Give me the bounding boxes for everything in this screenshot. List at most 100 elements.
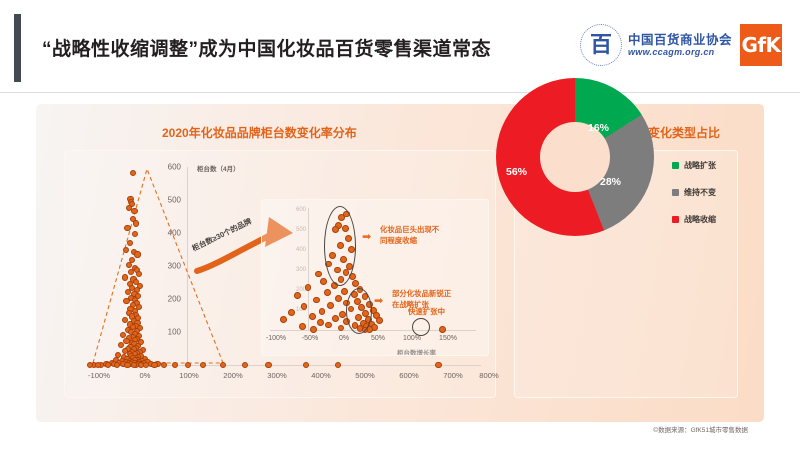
scatter-dot bbox=[265, 362, 272, 369]
y-tick-600: 600 bbox=[167, 162, 181, 172]
scatter-dot bbox=[123, 246, 130, 253]
zoom-arrow-icon bbox=[194, 217, 293, 274]
scatter-dot bbox=[331, 314, 339, 322]
donut-hole bbox=[540, 122, 610, 192]
scatter-dot bbox=[133, 220, 140, 227]
scatter-dot bbox=[335, 362, 342, 369]
inset-x-tick-50: 50% bbox=[370, 335, 386, 342]
scatter-dot bbox=[122, 316, 129, 323]
scatter-dot bbox=[337, 324, 345, 332]
scatter-dot bbox=[335, 295, 342, 302]
scatter-dot bbox=[324, 289, 332, 297]
inset-x-tick-100: 100% bbox=[403, 335, 421, 342]
scatter-dot bbox=[134, 251, 141, 258]
scatter-dot bbox=[352, 280, 360, 288]
legend-item-hold: 维持不变 bbox=[672, 187, 716, 198]
scatter-dot bbox=[171, 362, 179, 369]
ccagm-ring bbox=[579, 24, 622, 66]
legend-label-expand: 战略扩张 bbox=[684, 161, 716, 170]
scatter-dot bbox=[318, 308, 326, 315]
scatter-dot bbox=[124, 361, 131, 369]
ccagm-glyph: 百 bbox=[589, 32, 612, 58]
x-tick-100: 100% bbox=[179, 371, 199, 380]
x-tick-500: 500% bbox=[355, 371, 375, 380]
page-title: “战略性收缩调整”成为中国化妆品百货零售渠道常态 bbox=[42, 39, 492, 60]
inset-y-axis-line bbox=[308, 208, 309, 330]
scatter-dot bbox=[105, 362, 112, 369]
ccagm-logo: 百 中国百货商业协会 www.ccagm.org.cn bbox=[579, 24, 732, 66]
scatter-dot bbox=[315, 270, 323, 278]
legend-label-contract: 战略收缩 bbox=[684, 215, 716, 224]
x-tick-400: 400% bbox=[311, 371, 331, 380]
scatter-dot bbox=[219, 362, 226, 369]
legend-label-hold: 维持不变 bbox=[684, 188, 716, 197]
inset-y-tick-600: 600 bbox=[295, 207, 306, 213]
scatter-dot bbox=[126, 240, 134, 247]
scatter-dot bbox=[118, 342, 125, 349]
legend-swatch-gray bbox=[672, 189, 679, 196]
cluster-ellipse-newcomers bbox=[346, 288, 372, 334]
y-tick-500: 500 bbox=[167, 195, 181, 205]
source-note: ©数据来源：GfK51城市零售数据 bbox=[653, 427, 748, 434]
ccagm-emblem-icon: 百 bbox=[579, 24, 622, 66]
inset-x-tick--50: -50% bbox=[301, 335, 319, 342]
x-tick-600: 600% bbox=[399, 371, 419, 380]
inset-x-tick-150: 150% bbox=[439, 335, 457, 342]
scatter-dot bbox=[435, 362, 442, 369]
scatter-dot bbox=[125, 262, 132, 269]
triangle-highlight-icon bbox=[92, 167, 224, 364]
cluster-ellipse-giants bbox=[324, 206, 356, 286]
inset-y-tick-100: 100 bbox=[295, 307, 306, 313]
scatter-dot bbox=[121, 274, 128, 281]
inset-y-tick-500: 500 bbox=[295, 227, 306, 233]
legend-item-contract: 战略收缩 bbox=[672, 214, 716, 225]
inset-zoom-plot: 600 500 400 300 200 100 0 -100% -50% 0% … bbox=[261, 199, 489, 356]
scatter-dot bbox=[160, 361, 168, 369]
scatter-dot bbox=[126, 204, 133, 211]
scatter-dot bbox=[130, 169, 137, 177]
legend-swatch-green bbox=[672, 162, 679, 169]
y-axis-label: 柜台数（4月） bbox=[197, 166, 240, 173]
y-tick-400: 400 bbox=[167, 228, 181, 238]
scatter-dot bbox=[376, 317, 384, 325]
scatter-dot bbox=[132, 278, 139, 285]
cluster-ellipse-fastgrowth bbox=[412, 318, 430, 336]
scatter-dot bbox=[326, 301, 334, 309]
scatter-dot bbox=[86, 362, 94, 369]
legend-item-expand: 战略扩张 bbox=[672, 160, 716, 171]
donut-label-hold: 28% bbox=[600, 176, 622, 188]
y-tick-300: 300 bbox=[167, 261, 181, 271]
scatter-dot bbox=[241, 362, 248, 369]
scatter-dot bbox=[123, 298, 130, 305]
scatter-dot bbox=[127, 268, 135, 275]
inset-y-tick-200: 200 bbox=[295, 287, 306, 293]
gfk-logo: GfK bbox=[740, 24, 782, 66]
scatter-dot bbox=[129, 216, 136, 223]
scatter-dot bbox=[128, 256, 135, 263]
scatter-dot bbox=[113, 361, 121, 369]
scatter-dot bbox=[200, 362, 207, 369]
scatter-dot bbox=[300, 303, 308, 310]
scatter-dot bbox=[94, 362, 101, 369]
donut-legend: 战略扩张 维持不变 战略收缩 bbox=[672, 160, 716, 225]
scatter-dot bbox=[339, 310, 347, 318]
annotation-3: 快速扩张中 bbox=[408, 307, 445, 316]
scatter-dot bbox=[279, 316, 287, 324]
scatter-dot bbox=[293, 292, 301, 299]
x-axis-label: 柜台数增长率 bbox=[397, 350, 436, 357]
x-tick-0: 0% bbox=[139, 371, 151, 380]
title-accent-bar bbox=[14, 14, 21, 82]
ccagm-text: 中国百货商业协会 www.ccagm.org.cn bbox=[628, 33, 732, 58]
scatter-dot bbox=[340, 287, 348, 295]
scatter-dot bbox=[302, 362, 309, 369]
ccagm-url: www.ccagm.org.cn bbox=[627, 47, 715, 58]
scatter-dot bbox=[317, 319, 324, 326]
scatter-dot bbox=[124, 224, 131, 232]
donut-label-contract: 56% bbox=[506, 166, 528, 178]
scatter-dot bbox=[151, 362, 158, 369]
legend-swatch-red bbox=[672, 216, 679, 223]
scatter-dot bbox=[308, 312, 316, 320]
content-canvas: 2020年化妆品品牌柜台数变化率分布 柜台数（4月） 600 500 400 3… bbox=[36, 104, 764, 422]
scatter-dot bbox=[288, 308, 295, 316]
